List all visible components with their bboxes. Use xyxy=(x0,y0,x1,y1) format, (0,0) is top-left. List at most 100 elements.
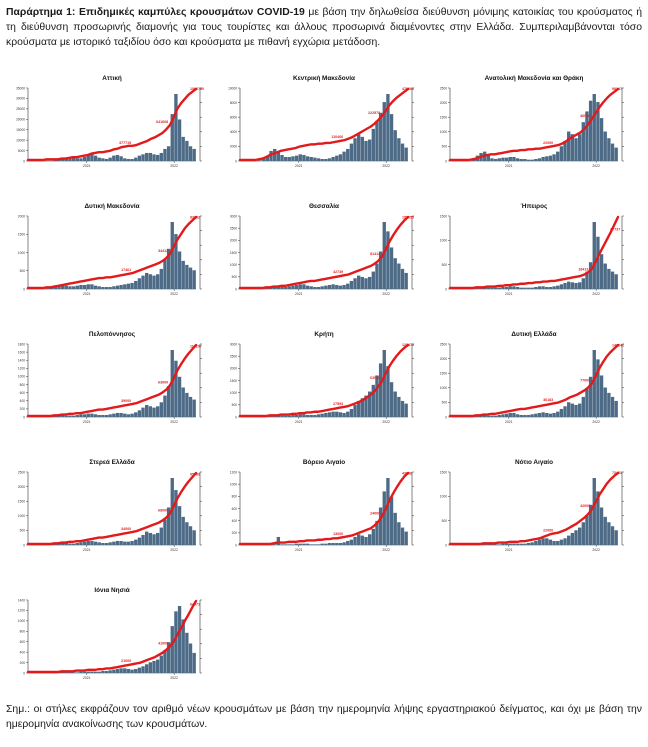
bar xyxy=(360,398,365,417)
x-tick-label: 2022 xyxy=(382,548,390,552)
bar xyxy=(68,543,72,545)
bar xyxy=(313,157,317,161)
bar xyxy=(276,536,281,545)
y-tick-label: 500 xyxy=(20,269,26,273)
y-tick-label: 0 xyxy=(445,415,447,419)
bar xyxy=(126,283,131,289)
chart-3: Δυτική Μακεδονία 0 500 1000 1500 2000 17461 344… xyxy=(18,203,202,296)
line-data-label: 641608 xyxy=(156,120,168,124)
bar xyxy=(61,158,65,161)
bar xyxy=(610,526,615,545)
bar xyxy=(592,222,596,289)
bar xyxy=(548,286,553,289)
y-tick-label: 800 xyxy=(20,383,26,387)
bar xyxy=(552,154,556,161)
bar xyxy=(574,282,578,289)
bar xyxy=(291,544,295,545)
bar xyxy=(57,159,61,161)
bar xyxy=(545,538,549,545)
bar xyxy=(537,412,542,417)
bar xyxy=(556,411,560,417)
bar xyxy=(375,520,379,545)
bar xyxy=(483,414,487,417)
bar xyxy=(68,286,72,289)
line-data-label: 77000 xyxy=(580,378,590,382)
bar xyxy=(108,414,112,417)
bar xyxy=(75,414,79,417)
bar xyxy=(104,286,109,289)
bar xyxy=(400,143,405,161)
y-tick-label: 5000 xyxy=(18,149,25,153)
y-tick-label: 0 xyxy=(445,159,447,163)
bar xyxy=(97,542,101,545)
bar xyxy=(50,287,54,289)
bar xyxy=(68,156,72,161)
y-tick-label: 2000 xyxy=(440,357,447,361)
cumulative-line xyxy=(238,215,410,290)
bar xyxy=(291,156,295,161)
bar xyxy=(163,259,167,289)
bar xyxy=(166,507,171,545)
bar xyxy=(324,543,328,545)
bar xyxy=(607,138,611,161)
bar xyxy=(112,286,116,289)
bar xyxy=(331,284,335,289)
bar xyxy=(174,611,178,673)
bar xyxy=(556,285,560,289)
y-tick-label: 1000 xyxy=(18,514,25,518)
bar xyxy=(115,412,120,417)
bar xyxy=(585,515,589,545)
y-tick-label: 4000 xyxy=(230,130,237,134)
x-tick-label: 2022 xyxy=(170,548,178,552)
bar xyxy=(346,283,350,289)
bar xyxy=(86,540,90,545)
bar xyxy=(400,527,405,545)
bar xyxy=(585,388,589,417)
y-tick-label: 2000 xyxy=(230,239,237,243)
line-data-label: 98247 xyxy=(612,87,622,91)
bar xyxy=(273,544,277,545)
chart-0: Αττική 0 5000 10000 15000 20000 25000 30000 3500… xyxy=(16,75,204,168)
bar xyxy=(101,542,105,545)
bar xyxy=(71,286,76,289)
bar xyxy=(371,384,375,417)
bar xyxy=(504,543,509,545)
bar xyxy=(497,287,501,289)
bar xyxy=(585,271,589,289)
bar xyxy=(497,414,501,417)
y-tick-label: 500 xyxy=(442,519,448,523)
bar xyxy=(79,158,83,161)
y-tick-label: 0 xyxy=(23,287,25,291)
bar xyxy=(134,280,138,289)
bar xyxy=(283,415,288,417)
bar xyxy=(192,270,196,289)
bar xyxy=(367,276,372,289)
bar xyxy=(126,158,131,161)
bar xyxy=(104,158,109,161)
bar xyxy=(130,669,134,673)
bar xyxy=(404,147,408,161)
bar xyxy=(75,158,79,161)
bar xyxy=(90,413,94,417)
bar xyxy=(614,400,618,417)
bar xyxy=(607,268,611,289)
line-data-label: 479080 xyxy=(402,87,414,91)
bar xyxy=(570,134,575,161)
cumulative-line xyxy=(26,471,198,546)
bar xyxy=(104,542,109,545)
bar xyxy=(335,411,339,417)
bar xyxy=(305,414,310,417)
bar xyxy=(596,359,600,417)
bar xyxy=(501,286,505,289)
bar xyxy=(530,542,534,545)
bar xyxy=(71,672,76,673)
bar xyxy=(537,286,542,289)
bar xyxy=(115,540,120,545)
bar xyxy=(349,539,354,545)
bar xyxy=(177,606,182,673)
bar xyxy=(123,668,127,673)
chart-10: Βόρειο Αιγαίο 0 200 400 600 800 1000 1200 13000 2… xyxy=(230,459,414,552)
cumulative-line xyxy=(26,87,198,162)
chart-title: Δυτική Ελλάδα xyxy=(511,330,556,338)
bar xyxy=(497,544,501,545)
